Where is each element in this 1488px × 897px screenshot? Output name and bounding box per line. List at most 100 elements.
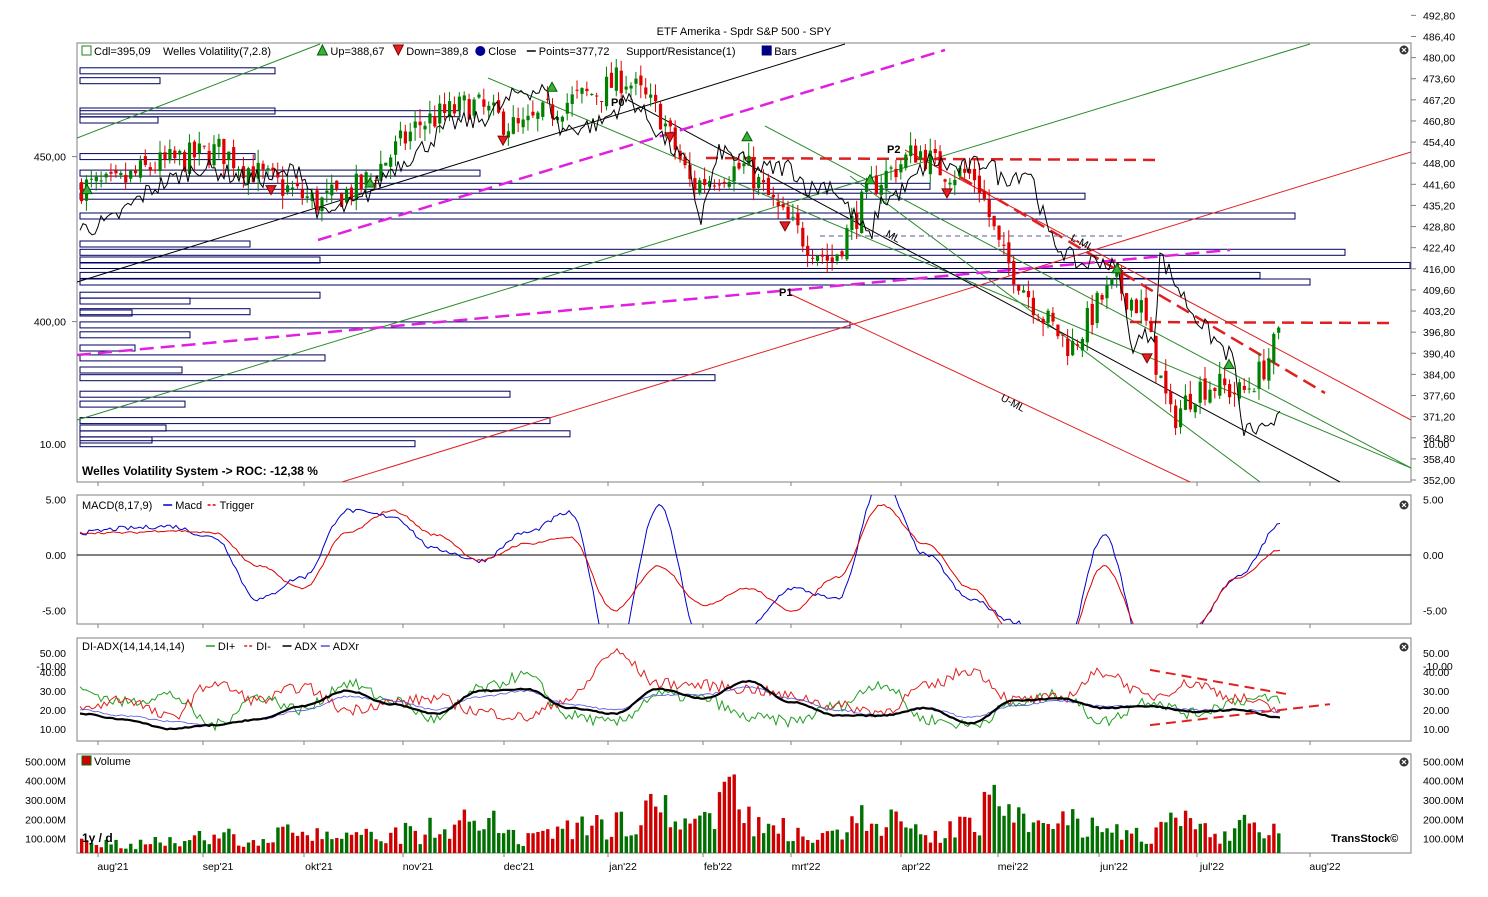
candle-body bbox=[290, 187, 295, 189]
red-dashed-support bbox=[1129, 320, 1391, 325]
volume-bar bbox=[806, 840, 810, 853]
candle-body bbox=[889, 167, 893, 169]
candle-body bbox=[168, 149, 172, 161]
volume-bar bbox=[909, 828, 913, 853]
candle-body bbox=[649, 94, 653, 98]
candle-body bbox=[1061, 334, 1065, 336]
green-fork-line bbox=[77, 43, 321, 139]
volume-bar bbox=[580, 816, 584, 853]
volume-bar bbox=[958, 816, 962, 853]
volume-bar bbox=[1125, 830, 1129, 853]
candle-body bbox=[148, 167, 152, 171]
candle-body bbox=[104, 173, 108, 178]
candle-body bbox=[320, 197, 324, 212]
volume-bar bbox=[408, 826, 413, 853]
volume-bar bbox=[761, 833, 766, 853]
candle-body bbox=[99, 180, 103, 182]
price-right-tick: 384,00 bbox=[1423, 369, 1455, 381]
volume-bar bbox=[330, 839, 334, 853]
candle-body bbox=[124, 174, 128, 183]
volume-bar bbox=[256, 845, 261, 853]
volume-legend-icon bbox=[81, 755, 92, 766]
volume-bar bbox=[379, 841, 383, 853]
sr-bar bbox=[79, 366, 183, 374]
volume-bar bbox=[698, 815, 702, 853]
candle-body bbox=[1080, 338, 1085, 351]
volume-bar bbox=[1272, 823, 1276, 853]
candle-body bbox=[354, 173, 358, 201]
candle-body bbox=[1120, 270, 1124, 294]
candle-body bbox=[369, 175, 373, 177]
candle-body bbox=[359, 174, 363, 190]
price-right-tick: 364,80 bbox=[1423, 433, 1455, 445]
candle-body bbox=[860, 191, 864, 234]
volume-bar bbox=[1252, 822, 1256, 853]
candle-body bbox=[295, 183, 300, 187]
candle-body bbox=[752, 157, 756, 189]
volume-bar bbox=[757, 817, 761, 853]
signal-down-marker bbox=[1141, 353, 1153, 364]
candle-body bbox=[163, 152, 167, 160]
candle-body bbox=[757, 176, 761, 188]
volume-bar bbox=[546, 829, 550, 853]
candle-body bbox=[433, 116, 437, 127]
x-axis-label: okt'21 bbox=[305, 861, 333, 873]
price-right-tick: 467,20 bbox=[1423, 95, 1455, 107]
candle-body bbox=[173, 150, 177, 159]
volume-close-icon[interactable] bbox=[1399, 757, 1409, 767]
volume-left-tick: 100.00M bbox=[25, 834, 66, 846]
candle-body bbox=[1007, 242, 1011, 264]
sr-bar bbox=[79, 309, 133, 317]
volume-bar bbox=[565, 820, 570, 853]
candle-body bbox=[688, 164, 692, 180]
volume-bar bbox=[781, 818, 785, 853]
candle-body bbox=[575, 89, 579, 91]
volume-bar bbox=[1051, 829, 1055, 853]
candle-body bbox=[707, 181, 712, 187]
volume-bar bbox=[1218, 843, 1222, 853]
volume-left-tick: 200.00M bbox=[25, 814, 66, 826]
candle-body bbox=[531, 111, 535, 116]
candle-body bbox=[389, 157, 393, 167]
macd-close-icon[interactable] bbox=[1399, 500, 1409, 510]
volume-bar bbox=[639, 825, 643, 853]
x-axis-label: jun'22 bbox=[1099, 861, 1128, 873]
volume-bar bbox=[192, 835, 197, 853]
price-right-tick: 441,60 bbox=[1423, 179, 1455, 191]
volume-bar bbox=[94, 845, 99, 853]
candle-body bbox=[423, 125, 427, 130]
candle-body bbox=[1134, 299, 1139, 314]
candle-body bbox=[1198, 381, 1202, 403]
sr-bar bbox=[79, 271, 1261, 279]
price-close-icon[interactable] bbox=[1399, 45, 1409, 55]
adx-close-icon[interactable] bbox=[1399, 642, 1409, 652]
volume-bar bbox=[261, 839, 265, 853]
candle-body bbox=[1051, 312, 1055, 322]
candle-body bbox=[918, 151, 923, 160]
candle-body bbox=[722, 181, 726, 184]
candle-body bbox=[874, 175, 878, 194]
candle-body bbox=[1115, 272, 1119, 277]
volume-bar bbox=[398, 843, 403, 853]
volume-bar bbox=[281, 826, 285, 853]
candle-body bbox=[580, 88, 584, 94]
candle-body bbox=[668, 120, 672, 127]
volume-bar bbox=[855, 823, 859, 853]
adx-right-tick: 10.00 bbox=[1423, 724, 1449, 736]
candle-body bbox=[1247, 388, 1251, 390]
legend-item: ADXr bbox=[333, 641, 360, 653]
candlesticks bbox=[80, 58, 1281, 436]
volume-bar bbox=[477, 830, 481, 853]
volume-bar bbox=[183, 841, 187, 853]
candle-body bbox=[1100, 295, 1104, 300]
volume-bar bbox=[963, 816, 967, 853]
volume-bar bbox=[526, 833, 530, 853]
volume-left-tick: 500.00M bbox=[25, 756, 66, 768]
candle-body bbox=[472, 99, 476, 116]
candle-body bbox=[1183, 395, 1188, 410]
volume-bar bbox=[236, 845, 241, 853]
candle-body bbox=[914, 145, 918, 163]
candle-body bbox=[516, 118, 520, 124]
x-axis-label: jan'22 bbox=[608, 861, 637, 873]
